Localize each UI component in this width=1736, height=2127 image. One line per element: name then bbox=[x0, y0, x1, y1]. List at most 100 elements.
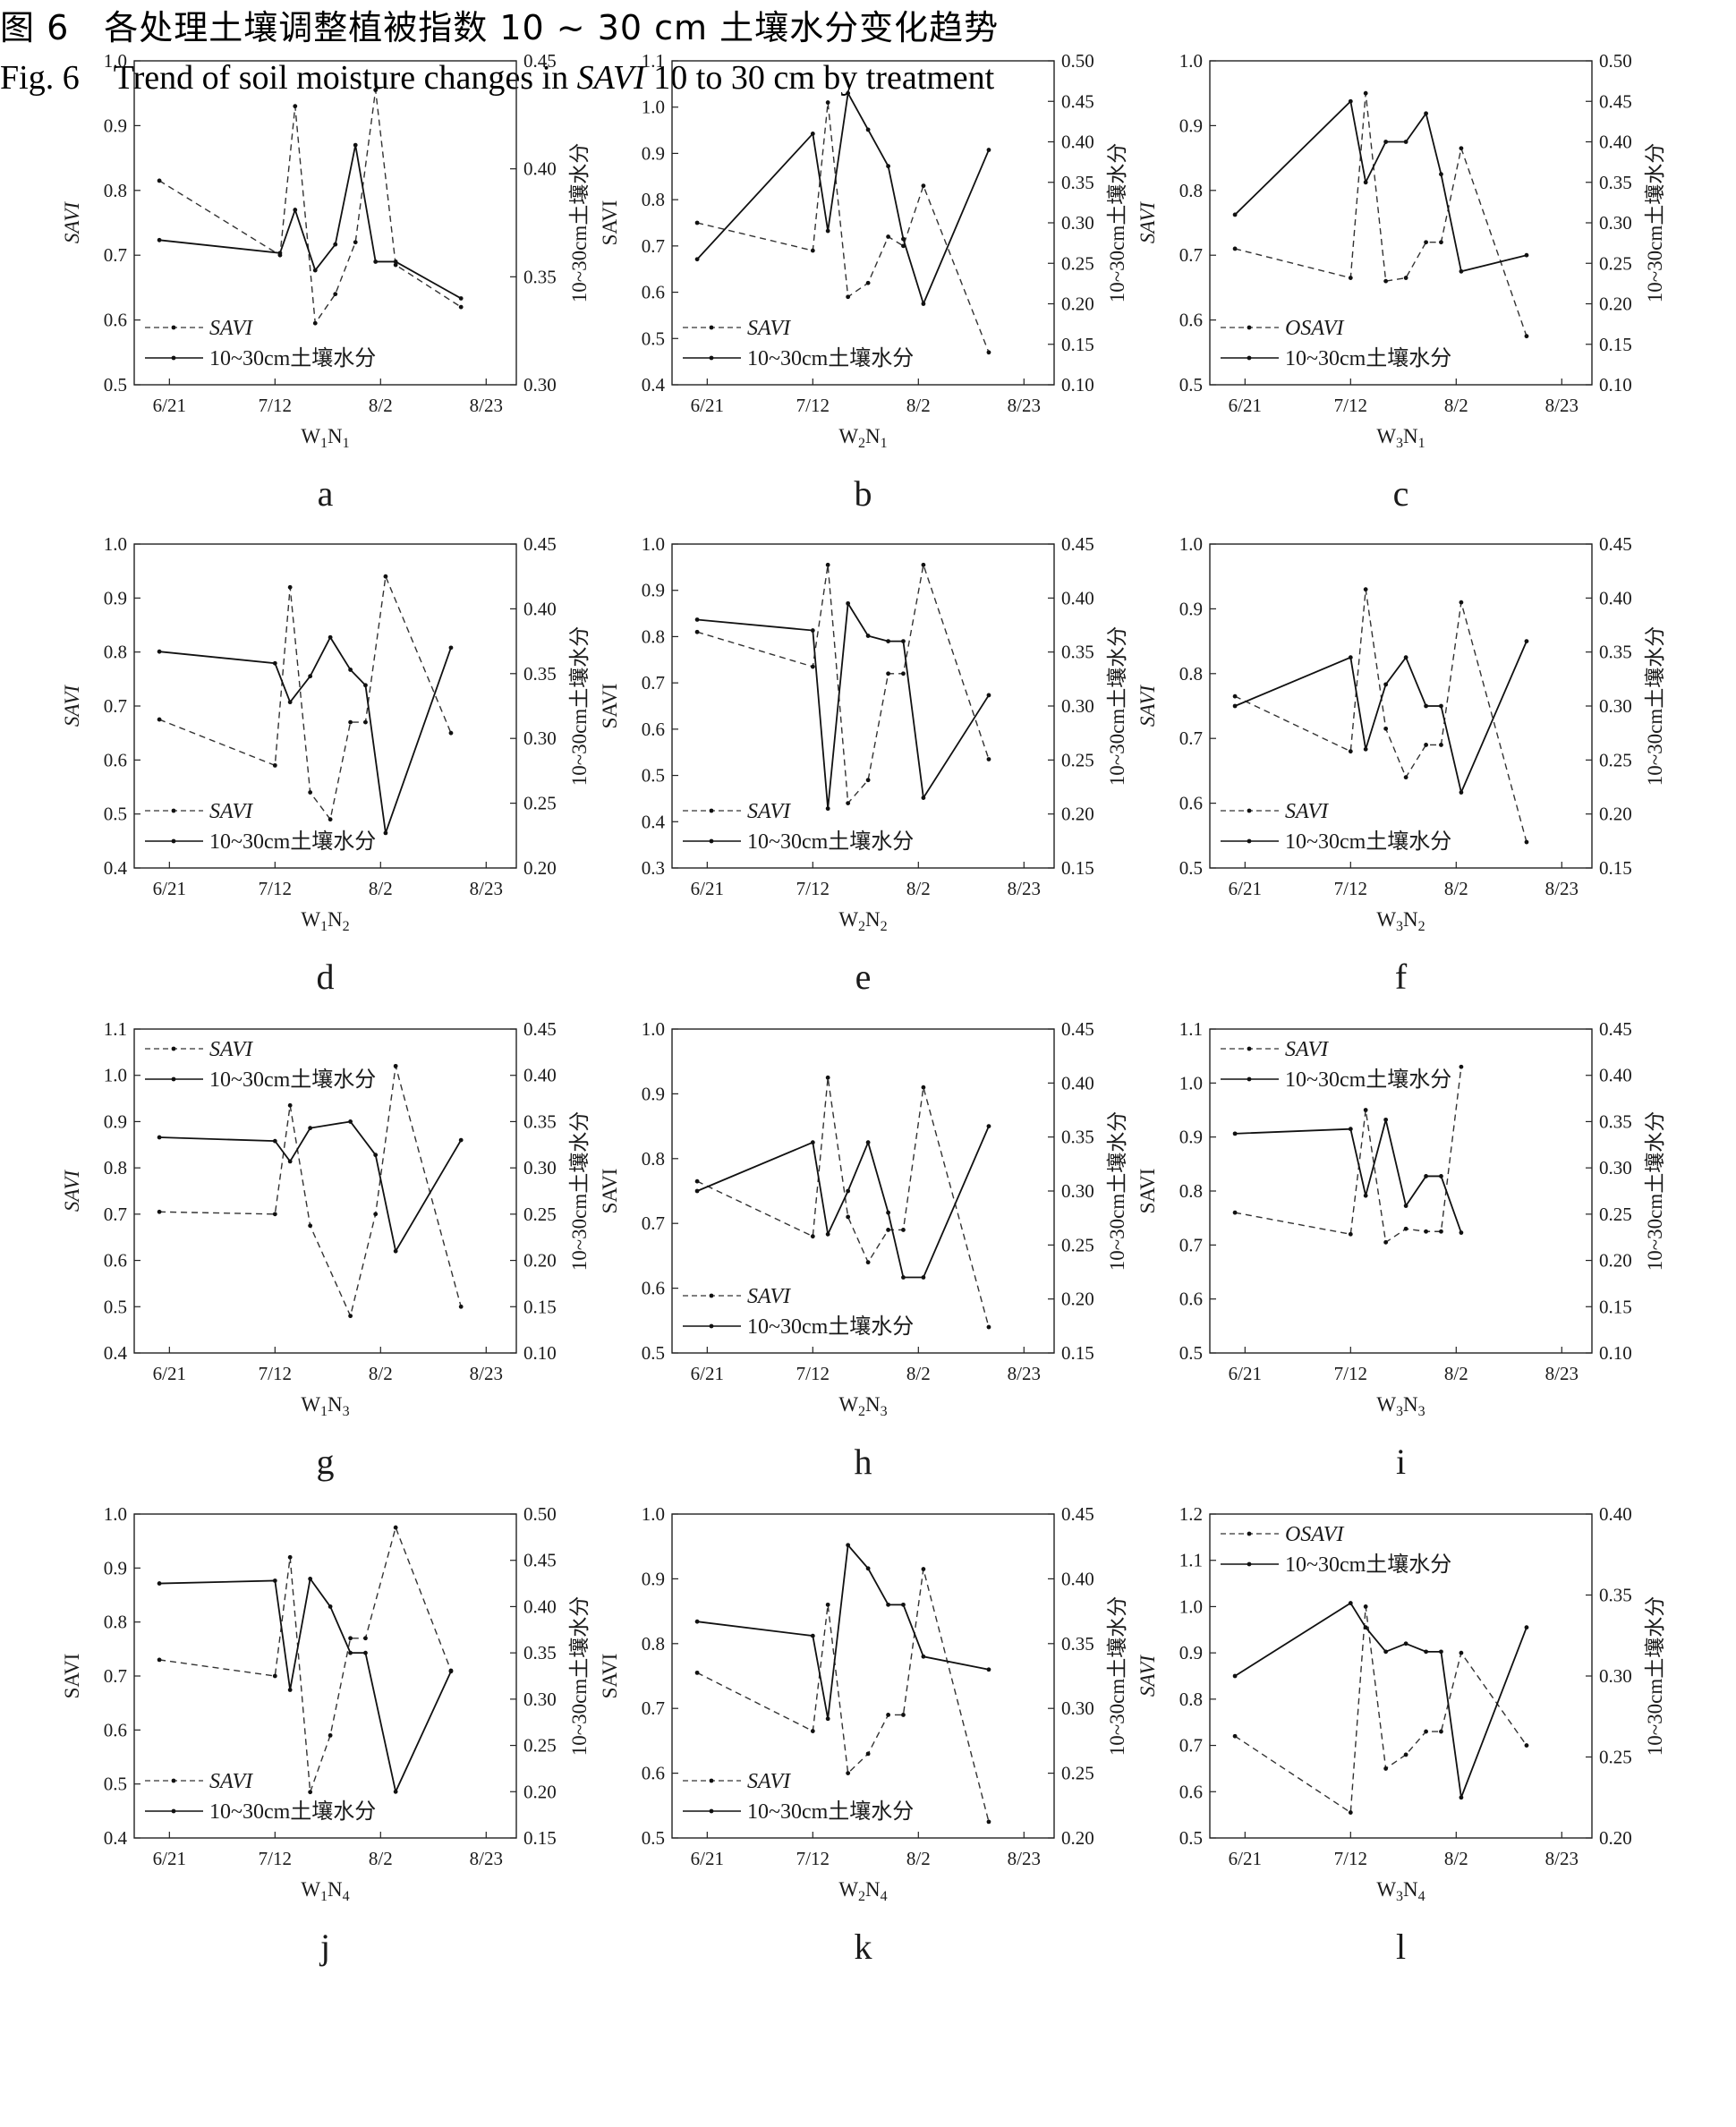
savi-point bbox=[1439, 1729, 1443, 1734]
left-tick-label: 0.5 bbox=[104, 374, 127, 396]
legend-soil-marker bbox=[171, 355, 176, 361]
x-tick-label: 8/2 bbox=[1444, 395, 1468, 416]
left-tick-label: 0.8 bbox=[642, 1148, 665, 1170]
left-tick-label: 0.6 bbox=[1179, 793, 1203, 814]
left-tick-label: 0.8 bbox=[104, 1157, 127, 1178]
x-tick-label: 8/2 bbox=[906, 878, 931, 899]
right-tick-label: 0.45 bbox=[1061, 533, 1094, 555]
left-tick-label: 0.9 bbox=[1179, 1127, 1203, 1148]
soil-point bbox=[1459, 1230, 1464, 1235]
savi-point bbox=[363, 1636, 368, 1641]
right-tick-label: 0.35 bbox=[1061, 172, 1094, 193]
left-tick-label: 1.1 bbox=[1179, 1018, 1203, 1040]
x-axis-label-main: N bbox=[328, 1393, 343, 1416]
x-axis-label: W1N2 bbox=[301, 908, 349, 934]
x-axis-label-main: W bbox=[838, 1393, 858, 1416]
x-axis-label-main: N bbox=[865, 1878, 881, 1901]
right-tick-label: 0.25 bbox=[523, 1735, 557, 1757]
x-axis-label-sub: 3 bbox=[1396, 1404, 1403, 1419]
x-tick-label: 8/2 bbox=[1444, 1363, 1468, 1384]
x-axis-label-main: W bbox=[838, 908, 858, 931]
x-tick-label: 8/23 bbox=[470, 878, 503, 899]
right-tick-label: 0.20 bbox=[1061, 1289, 1094, 1310]
savi-point bbox=[1232, 246, 1238, 251]
soil-point bbox=[886, 1210, 890, 1215]
left-tick-label: 0.6 bbox=[642, 282, 665, 303]
savi-point bbox=[393, 262, 398, 268]
savi-point bbox=[694, 1670, 700, 1675]
soil-point bbox=[1232, 212, 1238, 217]
savi-point bbox=[846, 1771, 851, 1775]
x-axis-label-sub: 1 bbox=[320, 436, 328, 451]
soil-series-line bbox=[696, 1543, 990, 1719]
legend: SAVI 10~30cm土壤水分 bbox=[145, 1038, 376, 1092]
left-tick-label: 0.9 bbox=[104, 587, 127, 608]
left-tick-label: 0.7 bbox=[642, 235, 665, 257]
panel-letter: a bbox=[318, 473, 334, 514]
right-tick-label: 0.40 bbox=[1061, 587, 1094, 608]
soil-point bbox=[157, 649, 162, 654]
x-tick-label: 8/2 bbox=[369, 395, 393, 416]
x-axis-label-sub: 2 bbox=[858, 1889, 865, 1904]
right-tick-label: 0.30 bbox=[523, 1689, 557, 1710]
chart-panel-a: 0.5 0.6 0.7 0.8 0.9 1.0 0.30 0.35 0.40 0.45 6/21 7/… bbox=[61, 50, 591, 514]
savi-point bbox=[1424, 743, 1428, 747]
soil-point bbox=[458, 1137, 464, 1143]
savi-series-line bbox=[1234, 93, 1528, 336]
x-tick-label: 7/12 bbox=[1334, 1363, 1367, 1384]
x-axis-label-sub: 2 bbox=[1418, 919, 1425, 934]
right-tick-label: 0.35 bbox=[1061, 642, 1094, 663]
legend-soil-label: 10~30cm土壤水分 bbox=[1285, 1553, 1451, 1577]
x-axis-label-sub: 2 bbox=[881, 919, 888, 934]
x-tick-label: 8/23 bbox=[1008, 395, 1041, 416]
soil-point bbox=[694, 257, 700, 262]
legend-soil-label: 10~30cm土壤水分 bbox=[1285, 830, 1451, 854]
caption-cn: 图 6 各处理土壤调整植被指数 10 ~ 30 cm 土壤水分变化趋势 bbox=[0, 8, 1000, 47]
savi-point bbox=[921, 183, 926, 189]
left-tick-label: 1.0 bbox=[104, 533, 127, 555]
legend: SAVI 10~30cm土壤水分 bbox=[1221, 800, 1451, 854]
legend-soil-marker bbox=[171, 838, 176, 844]
soil-series-line bbox=[158, 144, 462, 300]
savi-point bbox=[886, 671, 890, 676]
left-tick-label: 0.5 bbox=[642, 765, 665, 787]
savi-point bbox=[287, 1554, 293, 1560]
x-axis-label: W2N3 bbox=[838, 1393, 887, 1419]
x-axis-label-main: W bbox=[301, 1393, 320, 1416]
x-tick-label: 8/23 bbox=[470, 1848, 503, 1869]
soil-point bbox=[1459, 790, 1464, 795]
savi-point bbox=[1232, 693, 1238, 699]
right-tick-label: 0.40 bbox=[1599, 587, 1632, 608]
x-tick-label: 7/12 bbox=[1334, 1848, 1367, 1869]
soil-point bbox=[921, 795, 926, 800]
soil-point bbox=[865, 127, 871, 132]
x-tick-label: 8/2 bbox=[1444, 1848, 1468, 1869]
right-tick-label: 0.40 bbox=[1599, 1503, 1632, 1525]
y-axis-label: SAVI bbox=[599, 200, 621, 246]
soil-point bbox=[810, 132, 815, 136]
soil-point bbox=[333, 242, 338, 247]
soil-point bbox=[308, 1577, 313, 1581]
savi-point bbox=[458, 304, 464, 310]
x-tick-label: 6/21 bbox=[153, 1848, 186, 1869]
savi-point bbox=[373, 88, 379, 92]
savi-point bbox=[886, 1713, 890, 1717]
x-axis-label-main: W bbox=[1376, 425, 1396, 447]
right-tick-label: 0.25 bbox=[1061, 1763, 1094, 1784]
left-tick-label: 0.5 bbox=[642, 1827, 665, 1849]
x-axis-label-sub: 2 bbox=[343, 919, 350, 934]
savi-point bbox=[1403, 276, 1408, 280]
soil-point bbox=[846, 1543, 851, 1548]
left-tick-label: 0.8 bbox=[104, 642, 127, 663]
left-tick-label: 0.8 bbox=[104, 1612, 127, 1633]
left-tick-label: 0.6 bbox=[104, 1250, 127, 1272]
savi-point bbox=[333, 292, 338, 297]
x-axis-label-main: W bbox=[1376, 908, 1396, 931]
soil-point bbox=[865, 634, 871, 638]
right-tick-label: 0.30 bbox=[523, 1157, 557, 1178]
right-tick-label: 0.20 bbox=[1061, 1827, 1094, 1849]
chart-panel-j: 0.4 0.5 0.6 0.7 0.8 0.9 1.0 0.15 0.20 0.25 0.30 0.3… bbox=[61, 1503, 591, 1967]
savi-point bbox=[348, 719, 353, 725]
left-tick-label: 1.1 bbox=[642, 50, 665, 72]
soil-point bbox=[393, 259, 398, 264]
